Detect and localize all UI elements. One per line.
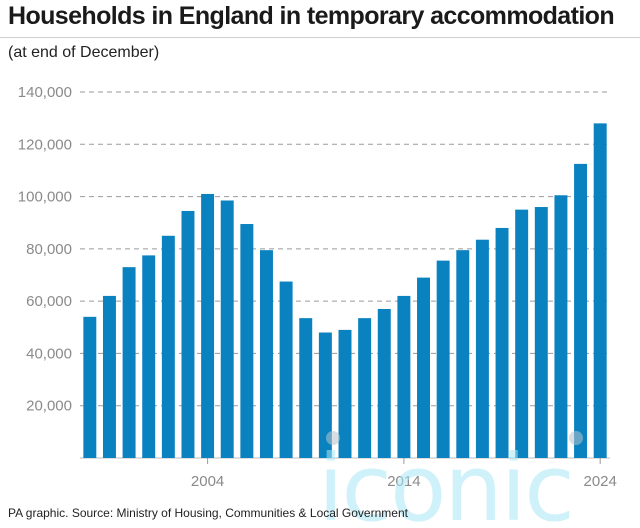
bar-2017 (456, 250, 469, 458)
bar-1998 (83, 317, 96, 458)
source-note: PA graphic. Source: Ministry of Housing,… (8, 506, 408, 520)
bar-2009 (299, 318, 312, 458)
y-tick-label: 40,000 (26, 345, 72, 362)
bar-2016 (437, 261, 450, 458)
bar-2003 (181, 211, 194, 458)
bar-2018 (476, 240, 489, 458)
bar-2002 (162, 236, 175, 458)
bar-2019 (496, 228, 509, 458)
bar-2015 (417, 278, 430, 458)
bar-2014 (397, 296, 410, 458)
x-tick-label: 2004 (191, 473, 224, 490)
bar-2001 (142, 255, 155, 458)
y-tick-label: 120,000 (18, 136, 72, 153)
y-tick-label: 80,000 (26, 241, 72, 258)
bar-2005 (221, 200, 234, 458)
bar-2022 (554, 195, 567, 458)
bars (83, 123, 606, 458)
y-tick-label: 100,000 (18, 189, 72, 206)
bar-2008 (280, 282, 293, 458)
bar-2007 (260, 250, 273, 458)
bar-2000 (123, 267, 136, 458)
bar-2023 (574, 164, 587, 458)
bar-2021 (535, 207, 548, 458)
bar-2024 (594, 123, 607, 458)
bar-2004 (201, 194, 214, 458)
y-tick-label: 140,000 (18, 84, 72, 101)
y-tick-label: 60,000 (26, 293, 72, 310)
bar-2006 (240, 224, 253, 458)
y-tick-label: 20,000 (26, 398, 72, 415)
y-axis-ticks: 20,000 40,000 60,000 80,000 100,000 120,000 14… (18, 84, 72, 415)
x-tick-label: 2024 (583, 473, 616, 490)
bar-2020 (515, 210, 528, 458)
bar-1999 (103, 296, 116, 458)
